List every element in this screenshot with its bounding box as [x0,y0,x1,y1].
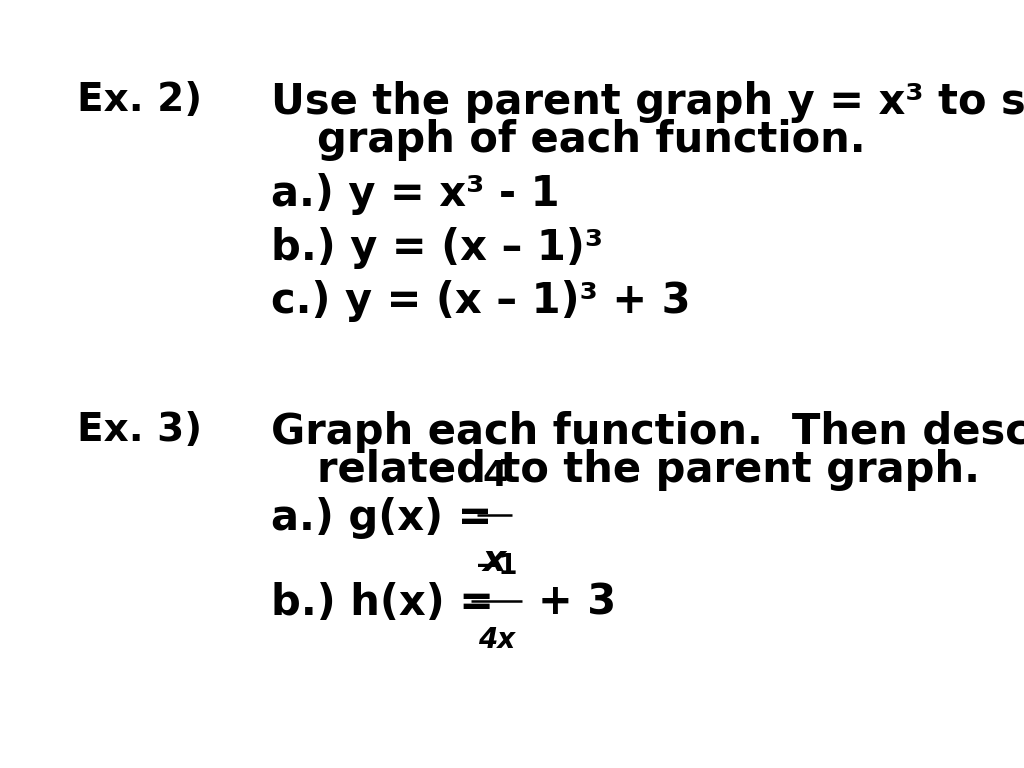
Text: c.) y = (x – 1)³ + 3: c.) y = (x – 1)³ + 3 [271,280,691,323]
Text: b.) y = (x – 1)³: b.) y = (x – 1)³ [271,227,603,269]
Text: a.) g(x) =: a.) g(x) = [271,498,507,539]
Text: + 3: + 3 [538,582,615,624]
Text: 4: 4 [482,459,507,493]
Text: Use the parent graph y = x³ to sketch the: Use the parent graph y = x³ to sketch th… [271,81,1024,123]
Text: 4x: 4x [478,626,515,654]
Text: Ex. 2): Ex. 2) [77,81,202,118]
Text: related to the parent graph.: related to the parent graph. [317,449,980,492]
Text: graph of each function.: graph of each function. [317,119,866,161]
Text: Ex. 3): Ex. 3) [77,411,202,449]
Text: a.) y = x³ - 1: a.) y = x³ - 1 [271,173,560,215]
Text: −1: −1 [475,552,518,580]
Text: b.) h(x) =: b.) h(x) = [271,582,509,624]
Text: Graph each function.  Then describe how it is: Graph each function. Then describe how i… [271,411,1024,453]
Text: x: x [483,544,506,578]
